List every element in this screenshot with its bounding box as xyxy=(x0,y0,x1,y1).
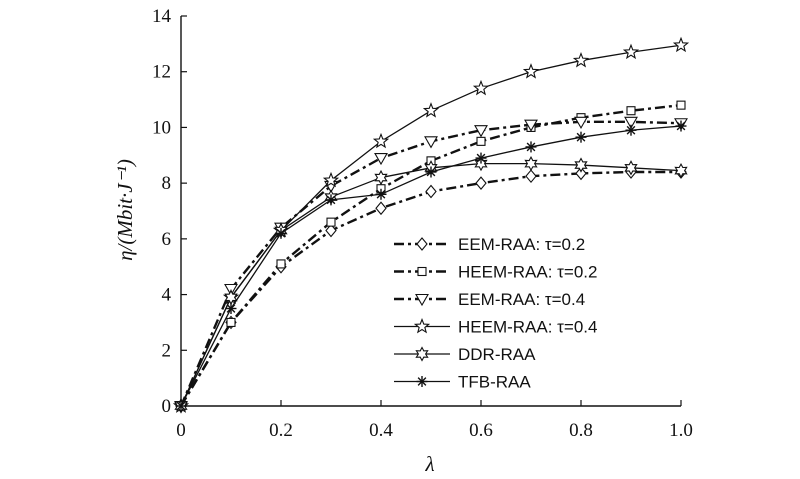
data-point xyxy=(524,155,538,172)
data-point xyxy=(674,162,688,179)
data-point xyxy=(676,100,686,110)
legend-marker xyxy=(413,317,431,334)
x-tick-label: 0.2 xyxy=(269,420,293,441)
data-point xyxy=(474,155,488,172)
legend-label: TFB-RAA xyxy=(458,373,531,392)
data-point xyxy=(425,184,437,199)
series-line xyxy=(179,103,682,407)
data-point xyxy=(225,303,237,314)
legend-item: HEEM-RAA: τ=0.2 xyxy=(394,263,597,282)
data-point xyxy=(475,176,487,191)
y-tick-label: 14 xyxy=(152,6,172,27)
data-point xyxy=(626,106,636,116)
data-point xyxy=(322,171,340,188)
data-point xyxy=(624,160,638,176)
data-point xyxy=(675,120,687,132)
legend-marker xyxy=(417,266,427,277)
series-line xyxy=(180,44,682,407)
data-point xyxy=(625,124,637,136)
data-point xyxy=(374,153,388,166)
legend-marker xyxy=(416,376,428,387)
x-tick-label: 0.4 xyxy=(369,420,393,441)
legend: EEM-RAA: τ=0.2 HEEM-RAA: τ=0.2 EEM-RAA: τ=… xyxy=(394,235,597,392)
data-point xyxy=(424,136,438,149)
data-point xyxy=(372,132,390,149)
y-axis-label: η/(Mbit·J⁻¹) xyxy=(113,159,137,261)
data-point xyxy=(375,188,387,200)
legend-marker xyxy=(415,293,429,307)
data-point xyxy=(275,227,287,239)
legend-marker xyxy=(415,346,429,362)
legend-item: HEEM-RAA: τ=0.4 xyxy=(394,318,597,337)
y-tick-label: 2 xyxy=(162,340,172,361)
legend-item: DDR-RAA xyxy=(394,345,536,364)
data-point xyxy=(572,52,590,68)
data-point xyxy=(375,201,387,216)
series-line xyxy=(179,170,681,407)
series-0 xyxy=(175,165,687,413)
data-point xyxy=(575,131,587,143)
y-tick-label: 10 xyxy=(152,117,171,138)
x-tick-label: 0.6 xyxy=(469,420,493,441)
legend-label: HEEM-RAA: τ=0.2 xyxy=(458,263,597,282)
data-point xyxy=(175,400,187,412)
data-point xyxy=(325,194,337,206)
y-tick-label: 0 xyxy=(162,396,172,417)
data-point xyxy=(522,63,540,79)
x-tick-label: 0.8 xyxy=(569,420,593,441)
x-tick-label: 1.0 xyxy=(669,420,693,441)
data-point xyxy=(525,141,537,153)
data-point xyxy=(474,125,488,138)
data-point xyxy=(475,152,487,164)
data-point xyxy=(276,259,286,269)
legend-item: EEM-RAA: τ=0.2 xyxy=(394,235,585,254)
legend-item: EEM-RAA: τ=0.4 xyxy=(394,290,585,309)
data-point xyxy=(574,116,588,129)
data-point xyxy=(672,36,690,53)
legend-label: HEEM-RAA: τ=0.4 xyxy=(458,318,597,337)
data-point xyxy=(226,317,236,327)
legend-label: DDR-RAA xyxy=(458,345,536,364)
data-point xyxy=(575,166,587,181)
data-point xyxy=(525,169,537,184)
data-point xyxy=(476,136,486,146)
data-point xyxy=(326,217,336,227)
data-point xyxy=(472,79,490,96)
data-point xyxy=(524,119,538,132)
data-point xyxy=(425,166,437,178)
legend-label: EEM-RAA: τ=0.2 xyxy=(458,235,585,254)
legend-label: EEM-RAA: τ=0.4 xyxy=(458,290,585,309)
x-tick-label: 0 xyxy=(176,420,186,441)
y-tick-label: 8 xyxy=(162,173,172,194)
series-5 xyxy=(175,120,687,412)
legend-item: TFB-RAA xyxy=(394,373,531,392)
y-tick-label: 6 xyxy=(162,229,172,250)
legend-marker xyxy=(416,237,428,251)
data-point xyxy=(624,116,638,129)
series-3 xyxy=(172,36,690,413)
data-point xyxy=(325,223,337,238)
x-axis-label: λ xyxy=(424,452,434,476)
y-tick-label: 4 xyxy=(162,285,172,306)
series-line xyxy=(180,162,682,407)
data-point xyxy=(422,102,440,118)
data-point xyxy=(622,43,640,60)
data-point xyxy=(374,169,388,186)
y-tick-label: 12 xyxy=(152,62,171,83)
axes xyxy=(180,16,681,407)
series-layer xyxy=(172,36,690,414)
ticks: 0 0.2 0.4 0.6 0.8 1.0 0 2 4 6 8 10 12 14 xyxy=(152,6,693,441)
data-point xyxy=(574,157,588,173)
